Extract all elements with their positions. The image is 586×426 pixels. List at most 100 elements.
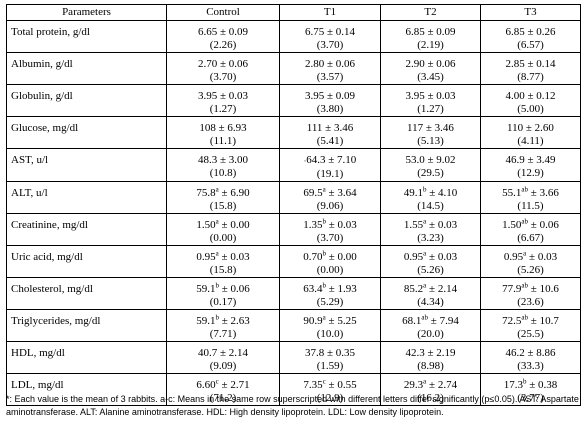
value-cell: 17.3b ± 0.38 (3.77) bbox=[480, 373, 581, 406]
parameter-label: LDL, mg/dl bbox=[6, 373, 167, 406]
mean-sd-text: 3.95 ± 0.03 bbox=[197, 90, 249, 102]
mean-sd-value: 17.3b ± 0.38 bbox=[485, 378, 576, 392]
sd-value: ± 2.63 bbox=[218, 315, 250, 327]
cv-value: (1.27) bbox=[417, 103, 444, 115]
mean-sd-value: 68.1ab ± 7.94 bbox=[385, 314, 476, 328]
table-row: Cholesterol, mg/dl 59.1b ± 0.06 (0.17) 63.4… bbox=[6, 277, 581, 310]
sd-value: ± 7.94 bbox=[428, 315, 459, 327]
significance-letter: b bbox=[322, 249, 326, 258]
cv-value: (3.70) bbox=[316, 39, 344, 51]
mean-sd-value: 75.8a ± 6.90 bbox=[171, 185, 275, 200]
cv-value: (3.70) bbox=[316, 232, 344, 244]
value-cell: 7.35c ± 0.55 (12.9) bbox=[279, 373, 381, 406]
cv-value: (29.5) bbox=[417, 167, 444, 179]
significance-letter: a bbox=[322, 185, 326, 194]
cv-value: (8.98) bbox=[417, 360, 444, 372]
cv-value: (16.2) bbox=[417, 392, 444, 404]
value-cell: 3.95 ± 0.03 (1.27) bbox=[166, 84, 280, 117]
significance-letter: c bbox=[322, 377, 326, 386]
value-cell: ◦64.3 ± 7.10 (19.1) bbox=[279, 148, 381, 182]
parameter-label: Albumin, g/dl bbox=[6, 52, 167, 85]
mean-sd-value: 59.1b ± 0.06 bbox=[171, 281, 275, 296]
table-row: Glucose, mg/dl 108 ± 6.93 (11.1) 111 ± 3.46… bbox=[6, 116, 581, 149]
cv-value: (1.27) bbox=[209, 103, 237, 115]
parameter-label: AST, u/l bbox=[6, 148, 167, 182]
mean-sd-value: 3.95 ± 0.03 bbox=[385, 90, 476, 103]
value-cell: 53.0 ± 9.02 (29.5) bbox=[380, 148, 481, 182]
sd-value: ± 0.03 bbox=[218, 251, 250, 263]
significance-letter: ab bbox=[521, 281, 529, 290]
mean-sd-value: 40.7 ± 2.14 bbox=[171, 347, 275, 360]
table-row: HDL, mg/dl 40.7 ± 2.14 (9.09) 37.8 ± 0.35 (1… bbox=[6, 341, 581, 374]
mean-value: 59.1 bbox=[196, 283, 216, 295]
mean-sd-value: 63.4b ± 1.93 bbox=[284, 282, 376, 296]
value-cell: 6.75 ± 0.14 (3.70) bbox=[279, 20, 381, 53]
footnote-line-1: *: Each value is the mean of 3 rabbits. … bbox=[6, 394, 579, 404]
mean-sd-text: 117 ± 3.46 bbox=[407, 122, 454, 134]
significance-letter: b bbox=[215, 281, 219, 290]
value-cell: 2.80 ± 0.06 (3.57) bbox=[279, 52, 381, 85]
mean-sd-text: 2.90 ± 0.06 bbox=[405, 58, 456, 70]
mean-sd-value: 46.2 ± 8.86 bbox=[485, 347, 576, 360]
cv-value: (3.77) bbox=[517, 392, 544, 404]
sd-value: ± 3.64 bbox=[325, 187, 357, 199]
mean-value: 29.3 bbox=[403, 379, 424, 391]
cv-value: (20.0) bbox=[417, 328, 444, 340]
mean-sd-value: 6.60c ± 2.71 bbox=[171, 378, 275, 392]
significance-letter: a bbox=[322, 313, 326, 322]
value-cell: 59.1b ± 0.06 (0.17) bbox=[166, 277, 280, 310]
value-cell: 85.2a ± 2.14 (4.34) bbox=[380, 277, 481, 310]
header-t2: T2 bbox=[380, 4, 481, 21]
mean-sd-value: 4.00 ± 0.12 bbox=[485, 90, 576, 103]
sd-value: ± 0.06 bbox=[528, 219, 559, 231]
mean-sd-value: 0.95a ± 0.03 bbox=[171, 250, 275, 264]
cv-value: (6.67) bbox=[517, 232, 544, 244]
table-row: Uric acid, mg/dl 0.95a ± 0.03 (15.8) 0.70b … bbox=[6, 245, 581, 278]
mean-sd-value: 37.8 ± 0.35 bbox=[284, 347, 376, 360]
mean-value: 6.60 bbox=[196, 379, 216, 391]
cv-value: (5.00) bbox=[517, 103, 544, 115]
sd-value: ± 0.00 bbox=[325, 251, 357, 263]
mean-sd-value: 72.5ab ± 10.7 bbox=[485, 314, 576, 328]
significance-letter: a bbox=[423, 377, 427, 386]
value-cell: 42.3 ± 2.19 (8.98) bbox=[380, 341, 481, 374]
cv-value: (10.0) bbox=[316, 328, 344, 340]
mean-sd-text: 64.3 ± 7.10 bbox=[306, 154, 357, 166]
significance-letter: a bbox=[423, 281, 427, 290]
cv-value: (5.26) bbox=[517, 264, 544, 276]
mean-sd-text: 2.80 ± 0.06 bbox=[304, 58, 356, 70]
cv-value: (15.8) bbox=[209, 264, 237, 276]
value-cell: 3.95 ± 0.09 (3.80) bbox=[279, 84, 381, 117]
value-cell: 117 ± 3.46 (5.13) bbox=[380, 116, 481, 149]
mean-sd-value: 0.95a ± 0.03 bbox=[385, 249, 476, 264]
mean-sd-value: 48.3 ± 3.00 bbox=[171, 154, 275, 167]
sd-value: ± 0.38 bbox=[526, 379, 558, 391]
mean-value: 68.1 bbox=[402, 315, 422, 327]
mean-value: 1.35 bbox=[303, 219, 323, 231]
value-cell: 29.3a ± 2.74 (16.2) bbox=[380, 373, 481, 406]
value-cell: 0.95a ± 0.03 (15.8) bbox=[166, 245, 280, 278]
value-cell: 4.00 ± 0.12 (5.00) bbox=[480, 84, 581, 117]
value-cell: 46.9 ± 3.49 (12.9) bbox=[480, 148, 581, 182]
cv-value: (5.29) bbox=[316, 296, 344, 308]
sd-value: ± 0.03 bbox=[526, 251, 558, 263]
mean-sd-text: 6.65 ± 0.09 bbox=[197, 26, 249, 38]
table-row: Creatinine, mg/dl 1.50a ± 0.00 (0.00) 1.35b… bbox=[6, 213, 581, 246]
parameter-label: Glucose, mg/dl bbox=[6, 116, 167, 149]
mean-value: 0.95 bbox=[196, 251, 216, 263]
table-row: ALT, u/l 75.8a ± 6.90 (15.8) 69.5a ± 3.64 (9… bbox=[6, 181, 581, 214]
mean-sd-value: 6.85 ± 0.09 bbox=[385, 26, 476, 39]
mean-sd-text: 37.8 ± 0.35 bbox=[304, 347, 356, 359]
cv-value: (19.1) bbox=[316, 168, 344, 180]
sd-value: ± 0.03 bbox=[426, 251, 458, 263]
value-cell: 55.1ab ± 3.66 (11.5) bbox=[480, 181, 581, 214]
significance-letter: a bbox=[215, 185, 219, 194]
cv-value: (2.19) bbox=[417, 39, 444, 51]
header-t1: T1 bbox=[279, 4, 381, 21]
significance-letter: a bbox=[423, 217, 427, 226]
mean-sd-text: 3.95 ± 0.09 bbox=[304, 90, 356, 102]
mean-sd-value: 90.9a ± 5.25 bbox=[284, 313, 376, 328]
significance-letter: a bbox=[423, 249, 427, 258]
value-cell: 48.3 ± 3.00 (10.8) bbox=[166, 148, 280, 182]
value-cell: 0.70b ± 0.00 (0.00) bbox=[279, 245, 381, 278]
